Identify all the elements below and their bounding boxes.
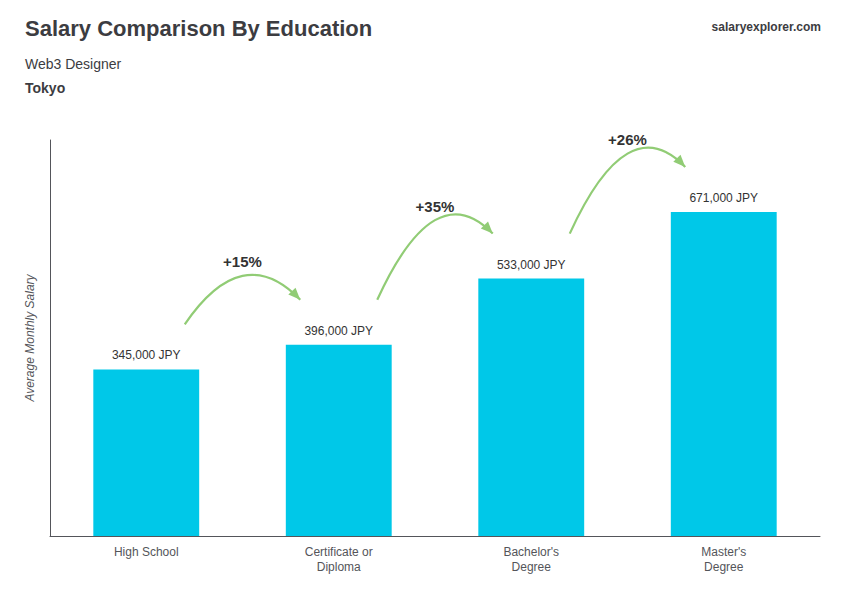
svg-text:High School: High School bbox=[114, 545, 179, 559]
svg-text:Master's: Master's bbox=[701, 545, 746, 559]
svg-text:Certificate or: Certificate or bbox=[305, 545, 373, 559]
svg-text:+35%: +35% bbox=[416, 198, 455, 215]
svg-text:Diploma: Diploma bbox=[317, 560, 361, 574]
svg-text:671,000 JPY: 671,000 JPY bbox=[689, 191, 758, 205]
svg-text:Average Monthly Salary: Average Monthly Salary bbox=[23, 273, 37, 402]
svg-text:Salary Comparison By Education: Salary Comparison By Education bbox=[25, 16, 372, 41]
svg-text:+15%: +15% bbox=[223, 253, 262, 270]
svg-text:Degree: Degree bbox=[704, 560, 744, 574]
svg-text:396,000 JPY: 396,000 JPY bbox=[304, 324, 373, 338]
svg-text:533,000 JPY: 533,000 JPY bbox=[497, 258, 566, 272]
svg-text:Web3 Designer: Web3 Designer bbox=[25, 56, 122, 72]
svg-text:Bachelor's: Bachelor's bbox=[503, 545, 559, 559]
svg-text:345,000 JPY: 345,000 JPY bbox=[112, 348, 181, 362]
svg-text:Degree: Degree bbox=[512, 560, 552, 574]
svg-text:+26%: +26% bbox=[608, 131, 647, 148]
svg-text:Tokyo: Tokyo bbox=[25, 80, 65, 96]
svg-text:salaryexplorer.com: salaryexplorer.com bbox=[712, 20, 821, 34]
